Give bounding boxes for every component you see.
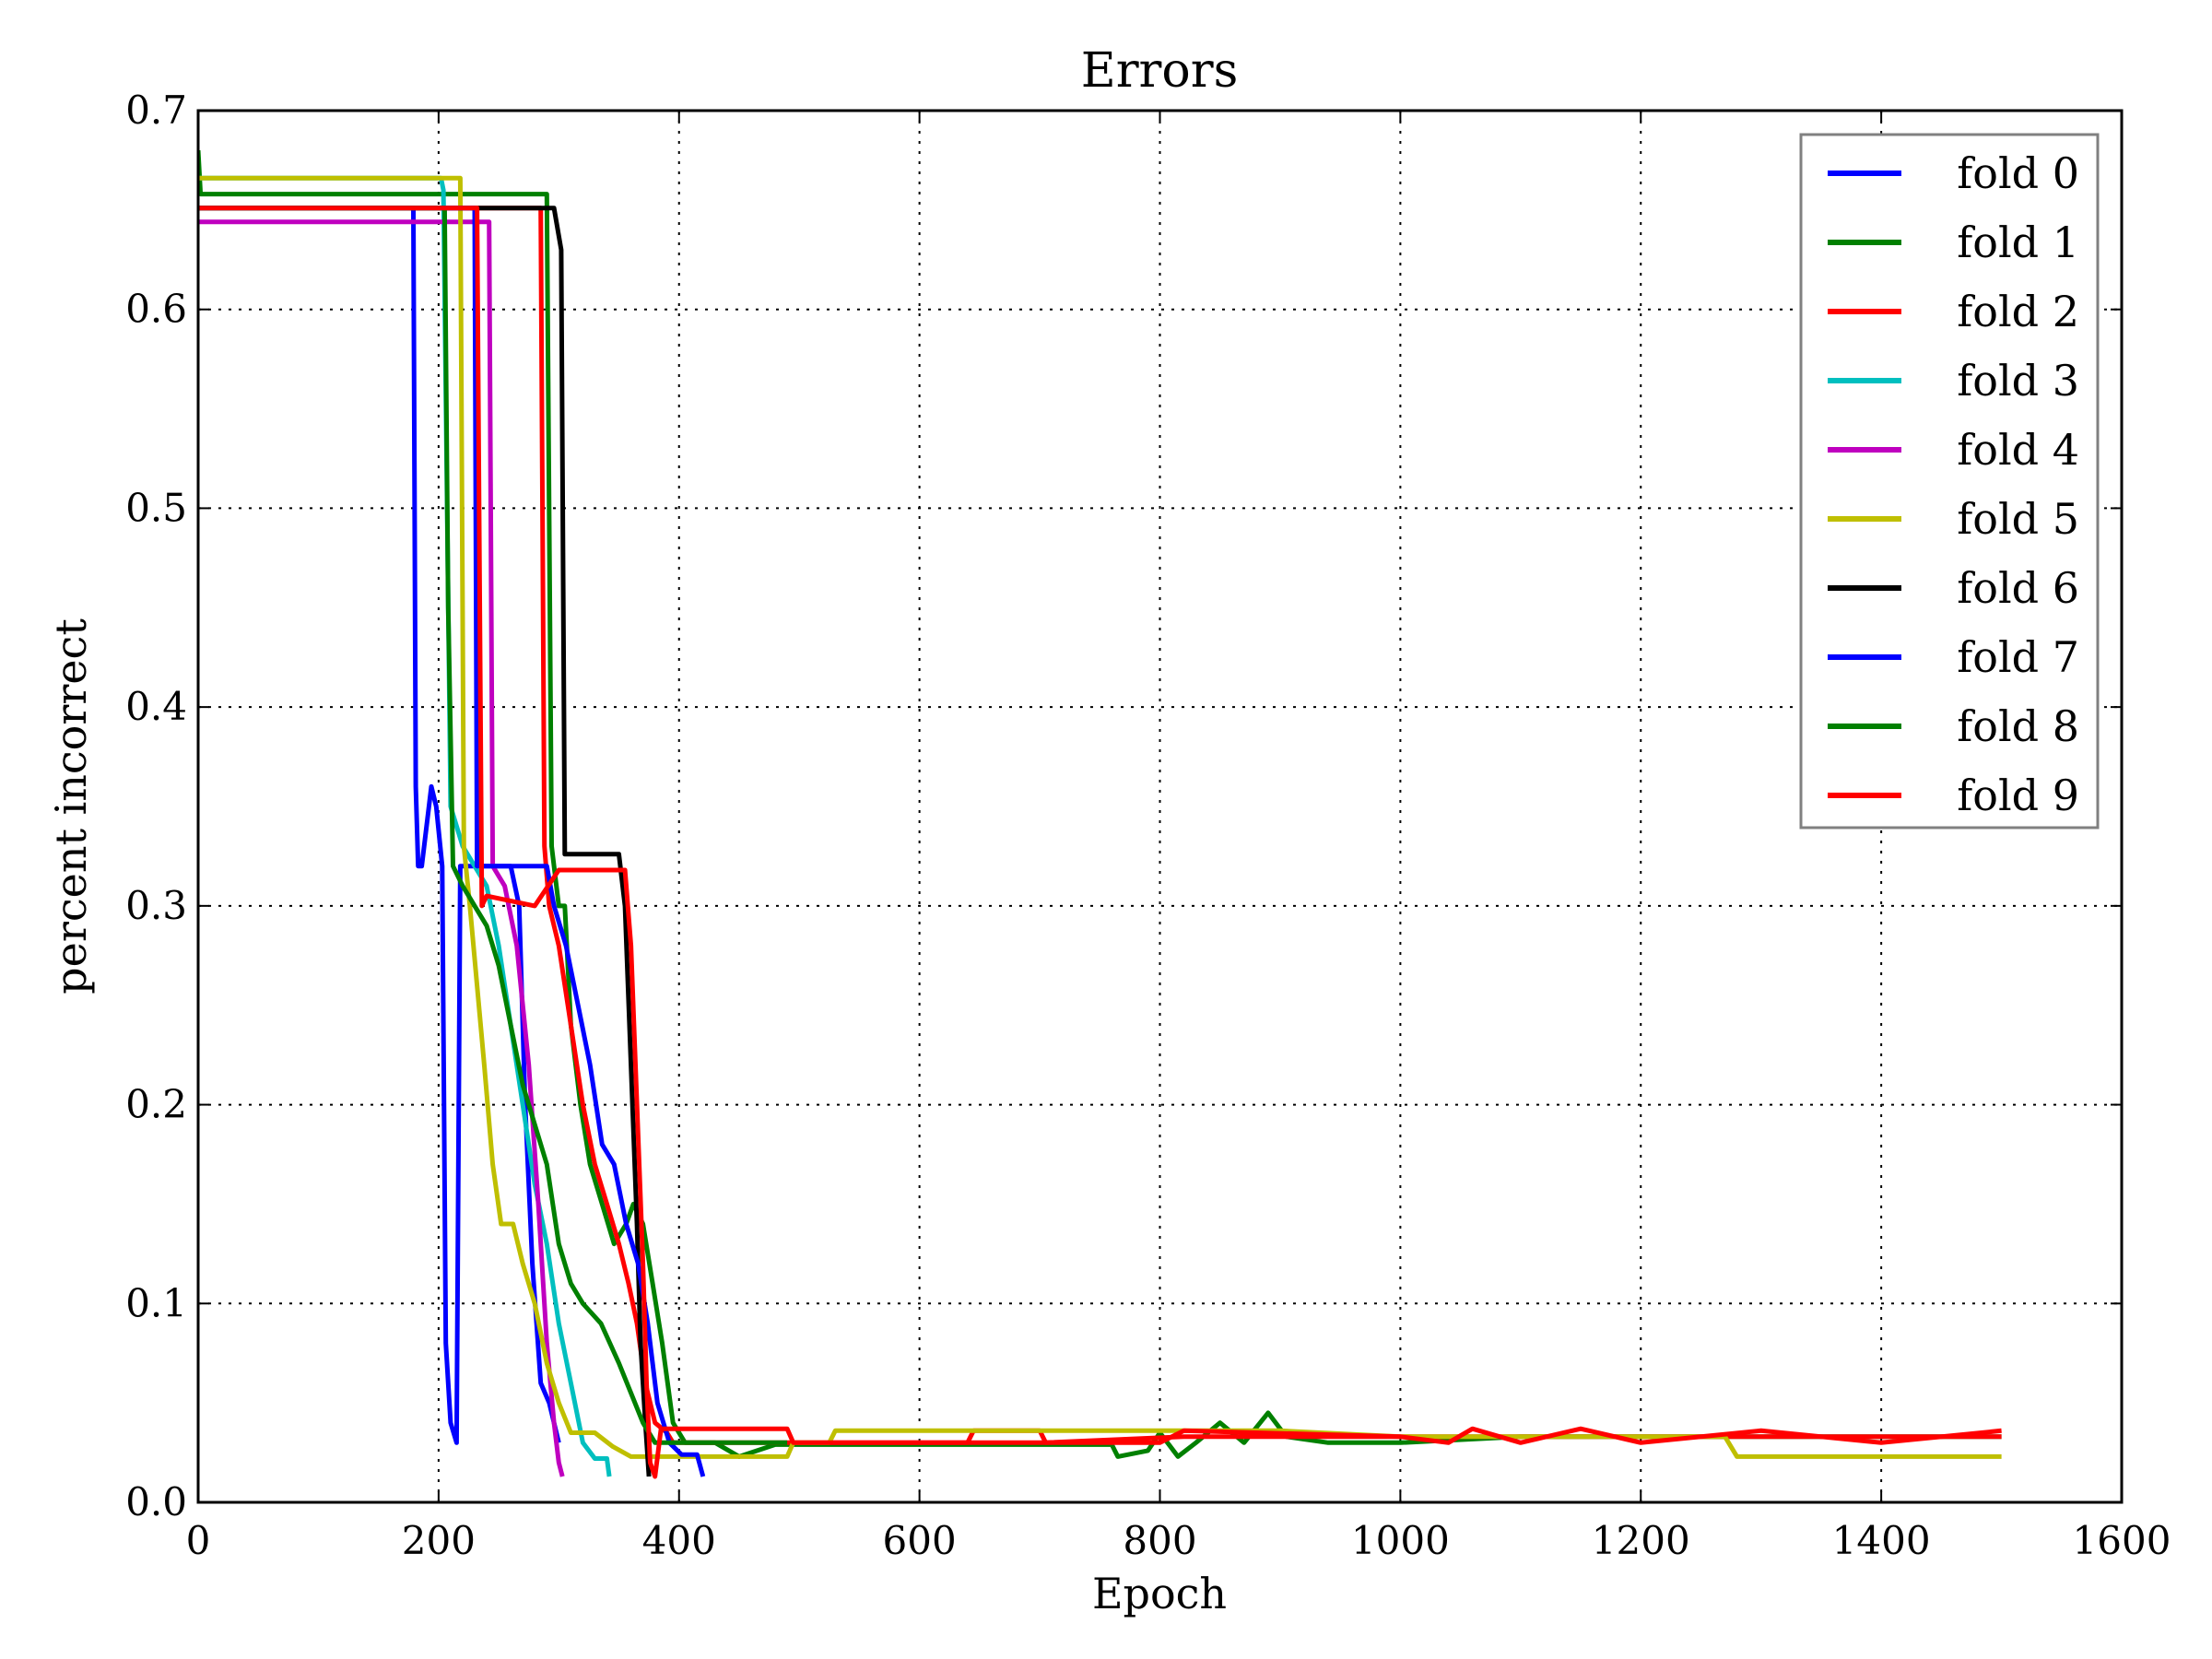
x-tick-label: 400: [642, 1518, 716, 1563]
series-line-fold-9: [198, 206, 2002, 1479]
x-tick-label: 600: [883, 1518, 957, 1563]
y-axis-label: percent incorrect: [46, 618, 96, 994]
series-layer: [198, 149, 2002, 1479]
legend-label-fold-5: fold 5: [1957, 494, 2079, 544]
y-tick-label: 0.2: [125, 1082, 187, 1127]
legend-label-fold-1: fold 1: [1957, 218, 2079, 267]
legend-label-fold-2: fold 2: [1957, 287, 2079, 336]
y-tick-label: 0.7: [125, 88, 187, 133]
x-tick-label: 1600: [2073, 1518, 2171, 1563]
x-tick-label: 1400: [1832, 1518, 1931, 1563]
x-axis-label: Epoch: [1092, 1569, 1227, 1618]
chart-title: Errors: [1081, 43, 1239, 99]
y-tick-label: 0.4: [125, 684, 187, 729]
x-tick-label: 1200: [1592, 1518, 1690, 1563]
legend-label-fold-4: fold 4: [1957, 425, 2079, 475]
legend-label-fold-6: fold 6: [1957, 563, 2079, 613]
x-tick-label: 200: [402, 1518, 476, 1563]
legend-label-fold-7: fold 7: [1957, 632, 2079, 682]
x-tick-label: 0: [186, 1518, 211, 1563]
y-tick-label: 0.6: [125, 287, 187, 332]
y-tick-label: 0.0: [125, 1479, 187, 1524]
legend: fold 0 fold 1 fold 2 fold 3 fold 4 fold 5 fold…: [1799, 133, 2100, 830]
y-tick-label: 0.1: [125, 1280, 187, 1325]
legend-label-fold-0: fold 0: [1957, 148, 2079, 198]
x-tick-label: 800: [1123, 1518, 1196, 1563]
y-tick-label: 0.3: [125, 883, 187, 928]
ticks: 0 200 400 600 800 1000 1200 1400 1600 0.0 0.1 0.2 0.…: [125, 88, 2171, 1563]
series-line-fold-4: [198, 219, 565, 1477]
legend-label-fold-8: fold 8: [1957, 701, 2079, 751]
legend-label-fold-3: fold 3: [1957, 356, 2079, 406]
series-line-fold-0: [198, 206, 561, 1445]
y-tick-label: 0.5: [125, 485, 187, 530]
series-line-fold-8: [198, 206, 788, 1445]
x-tick-label: 1000: [1351, 1518, 1450, 1563]
series-line-fold-6: [198, 206, 652, 1477]
legend-label-fold-9: fold 9: [1957, 771, 2079, 820]
legend-box: [1799, 133, 2100, 830]
